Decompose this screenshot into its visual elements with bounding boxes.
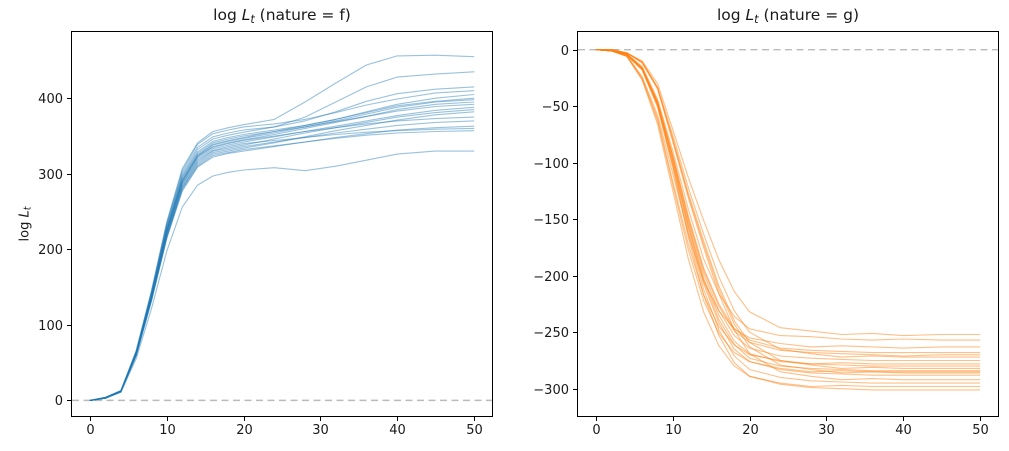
series-line (89, 86, 475, 401)
title-rest: (nature = f) (254, 6, 351, 24)
series-line (89, 130, 475, 401)
y-tick-label: 0 (561, 44, 569, 59)
series-group (89, 54, 475, 401)
series-line (89, 97, 475, 401)
series-line (89, 106, 475, 401)
x-tick-label: 30 (818, 423, 835, 438)
series-line (89, 54, 475, 401)
x-tick-label: 10 (665, 423, 682, 438)
left-plot-ylabel: log Lt (17, 206, 34, 242)
y-tick-label: −300 (533, 383, 569, 398)
y-tick-label: 300 (38, 168, 63, 183)
title-log: log (213, 6, 242, 24)
ylabel-log: log (17, 217, 33, 242)
series-line (89, 71, 475, 401)
series-line (595, 49, 981, 337)
axes-spines (71, 31, 493, 417)
series-line (89, 116, 475, 401)
y-tick-label: −150 (533, 213, 569, 228)
x-tick-label: 50 (466, 423, 483, 438)
title-log: log (716, 6, 746, 24)
series-line (595, 49, 981, 349)
x-tick-label: 20 (236, 423, 253, 438)
right-plot: 0 10 20 30 40 50 0 −50 −100 −150 −200 −250 −300 (533, 31, 999, 438)
right-plot-title: log Lt (nature = g) (716, 6, 860, 26)
x-tick-label: 0 (86, 423, 94, 438)
x-tick-label: 20 (742, 423, 759, 438)
series-line (595, 49, 981, 376)
x-tick-label: 10 (159, 423, 176, 438)
x-tick-label: 0 (592, 423, 600, 438)
y-tick-label: −200 (533, 270, 569, 285)
ylabel-var: L (17, 210, 33, 218)
series-line (89, 150, 475, 401)
title-rest: (nature = g) (758, 6, 860, 24)
title-var: L (745, 6, 755, 24)
y-tick-label: 200 (38, 243, 63, 258)
y-tick-label: −100 (533, 157, 569, 172)
y-tick-label: −250 (533, 326, 569, 341)
x-tick-label: 30 (312, 423, 329, 438)
title-sub: t (250, 12, 255, 26)
ylabel-sub: t (22, 206, 34, 211)
series-line (595, 49, 981, 341)
y-tick-label: 400 (38, 92, 63, 107)
series-line (89, 127, 475, 401)
left-plot: 0 10 20 30 40 50 0 100 200 300 400 (38, 31, 493, 438)
series-line (89, 125, 475, 401)
x-tick-label: 40 (389, 423, 406, 438)
y-tick-label: 100 (38, 319, 63, 334)
axes-spines (577, 31, 999, 417)
series-line (595, 49, 981, 388)
series-line (89, 90, 475, 401)
title-var: L (241, 6, 251, 24)
series-line (89, 109, 475, 401)
x-tick-label: 40 (895, 423, 912, 438)
series-line (595, 49, 981, 391)
series-line (595, 49, 981, 384)
series-line (89, 99, 475, 401)
series-line (89, 120, 475, 401)
series-line (595, 49, 981, 374)
series-line (595, 49, 981, 357)
series-group (595, 49, 981, 391)
y-tick-label: 0 (55, 394, 63, 409)
series-line (89, 103, 475, 401)
title-sub: t (754, 12, 759, 26)
y-tick-label: −50 (542, 100, 569, 115)
series-line (89, 111, 475, 401)
series-line (595, 49, 981, 381)
left-plot-title: log Lt (nature = f) (213, 6, 351, 26)
series-line (89, 93, 475, 401)
series-line (89, 101, 475, 401)
x-tick-label: 50 (972, 423, 989, 438)
